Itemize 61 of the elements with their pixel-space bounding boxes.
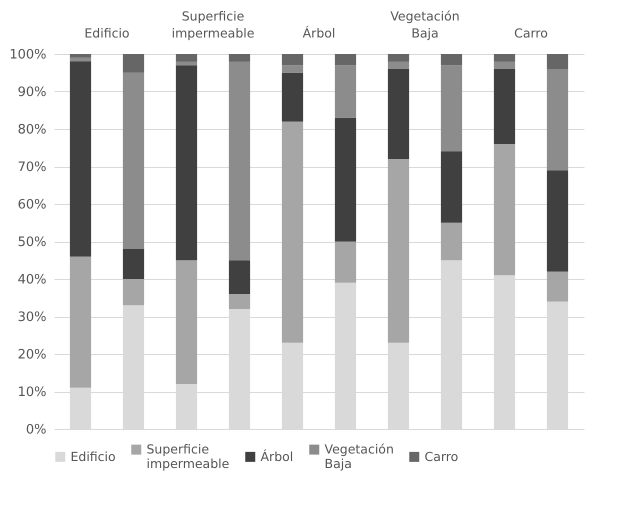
y-tick-label: 100% — [9, 48, 46, 62]
bar — [494, 62, 516, 69]
legend-label: Edificio — [70, 448, 116, 464]
bar — [546, 272, 568, 302]
x-tick-label: Superficie impermeable — [172, 8, 255, 40]
legend-label: Árbol — [260, 448, 294, 464]
bar — [334, 242, 356, 283]
y-tick-label: 50% — [18, 235, 46, 250]
bar — [494, 54, 516, 62]
bar — [282, 54, 304, 66]
x-tick-label: Carro — [514, 26, 548, 40]
bar — [70, 54, 92, 58]
bar — [176, 54, 198, 62]
bar — [334, 118, 356, 242]
bar — [388, 159, 410, 343]
bar — [122, 279, 144, 306]
bar — [122, 54, 144, 73]
bar — [228, 260, 250, 294]
bar — [440, 222, 462, 260]
bar — [122, 72, 144, 249]
bar — [122, 249, 144, 279]
y-tick-label: 40% — [18, 272, 46, 288]
bar — [388, 54, 410, 62]
bar — [494, 144, 516, 276]
x-tick-label: Edificio — [84, 26, 130, 40]
legend-label: Vegetación Baja — [324, 442, 394, 472]
bar — [228, 54, 250, 62]
bar — [440, 152, 462, 223]
x-tick-label: Vegetación Baja — [390, 8, 460, 40]
bar — [388, 69, 410, 159]
y-tick-label: 90% — [18, 85, 46, 100]
y-tick-label: 80% — [18, 122, 46, 138]
bar — [176, 65, 198, 260]
y-tick-label: 0% — [26, 422, 46, 438]
bar — [440, 54, 462, 66]
y-tick-label: 70% — [18, 160, 46, 175]
x-tick-label: Árbol — [302, 26, 336, 40]
legend-label: Carro — [424, 448, 458, 464]
bar — [546, 54, 568, 69]
bar — [282, 65, 304, 73]
y-tick-label: 10% — [18, 385, 46, 400]
bar — [70, 58, 92, 62]
bar — [546, 170, 568, 272]
bar — [228, 62, 250, 260]
bar — [282, 72, 304, 122]
bar — [176, 260, 198, 384]
bar — [334, 65, 356, 118]
bar — [334, 54, 356, 66]
bar — [494, 69, 516, 144]
y-tick-label: 20% — [18, 348, 46, 362]
bar — [282, 122, 304, 343]
y-tick-label: 30% — [18, 310, 46, 325]
y-tick-label: 60% — [18, 198, 46, 212]
bar — [228, 294, 250, 309]
bar — [70, 256, 92, 388]
bar — [176, 62, 198, 66]
bar — [70, 62, 92, 256]
bar — [546, 69, 568, 170]
bar — [388, 62, 410, 69]
bar — [440, 65, 462, 152]
legend-label: Superficie impermeable — [146, 442, 230, 472]
